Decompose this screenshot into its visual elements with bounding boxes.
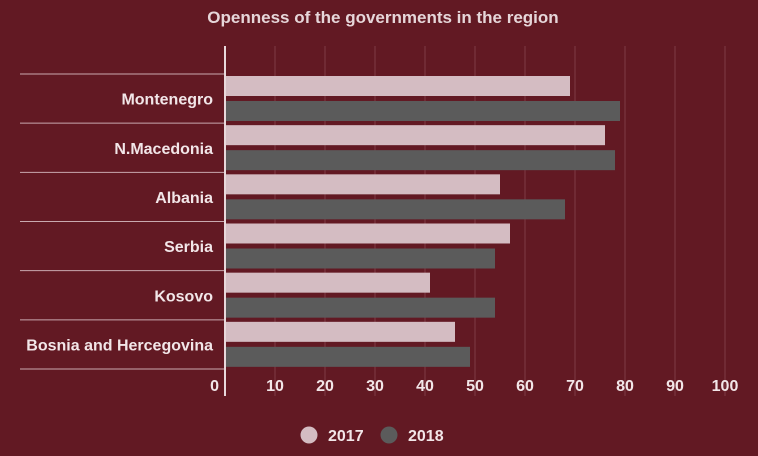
x-tick-label: 50 <box>466 378 484 395</box>
bar-2017-n-macedonia <box>225 125 605 146</box>
category-label: Montenegro <box>121 92 213 109</box>
bar-2017-kosovo <box>225 272 430 293</box>
legend-marker-2017 <box>300 426 318 444</box>
bar-2017-bosnia-and-hercegovina <box>225 321 455 342</box>
x-tick-label: 0 <box>210 378 219 395</box>
bar-2018-bosnia-and-hercegovina <box>225 346 470 367</box>
x-tick-label: 60 <box>516 378 534 395</box>
x-tick-label: 70 <box>566 378 584 395</box>
bar-2017-montenegro <box>225 76 570 96</box>
x-axis-ticks: 0 10 20 30 40 50 60 70 80 90 100 <box>210 378 738 395</box>
category-labels: Montenegro N.Macedonia Albania Serbia Kosovo… <box>26 92 213 355</box>
legend-label-2017: 2017 <box>328 428 364 445</box>
x-tick-label: 20 <box>316 378 334 395</box>
category-separators <box>20 73 225 370</box>
x-tick-label: 100 <box>712 378 739 395</box>
gridlines <box>274 46 726 396</box>
category-label: Serbia <box>164 239 213 256</box>
x-tick-label: 10 <box>266 378 284 395</box>
bar-2018-kosovo <box>225 297 495 318</box>
x-tick-label: 30 <box>366 378 384 395</box>
chart-title: Openness of the governments in the regio… <box>207 8 558 27</box>
legend-label-2018: 2018 <box>408 428 444 445</box>
x-tick-label: 40 <box>416 378 434 395</box>
bars <box>225 76 620 367</box>
bar-2018-serbia <box>225 248 495 269</box>
bar-2018-montenegro <box>225 101 620 121</box>
bar-2018-albania <box>225 199 565 220</box>
category-label: Bosnia and Hercegovina <box>26 337 213 354</box>
legend-marker-2018 <box>380 426 398 444</box>
x-tick-label: 80 <box>616 378 634 395</box>
category-label: N.Macedonia <box>114 141 213 158</box>
bar-2017-serbia <box>225 223 510 244</box>
category-label: Kosovo <box>154 288 213 305</box>
bar-2018-n-macedonia <box>225 150 615 171</box>
x-tick-label: 90 <box>666 378 684 395</box>
bar-2017-albania <box>225 174 500 195</box>
legend: 2017 2018 <box>300 426 444 445</box>
category-label: Albania <box>155 190 213 207</box>
